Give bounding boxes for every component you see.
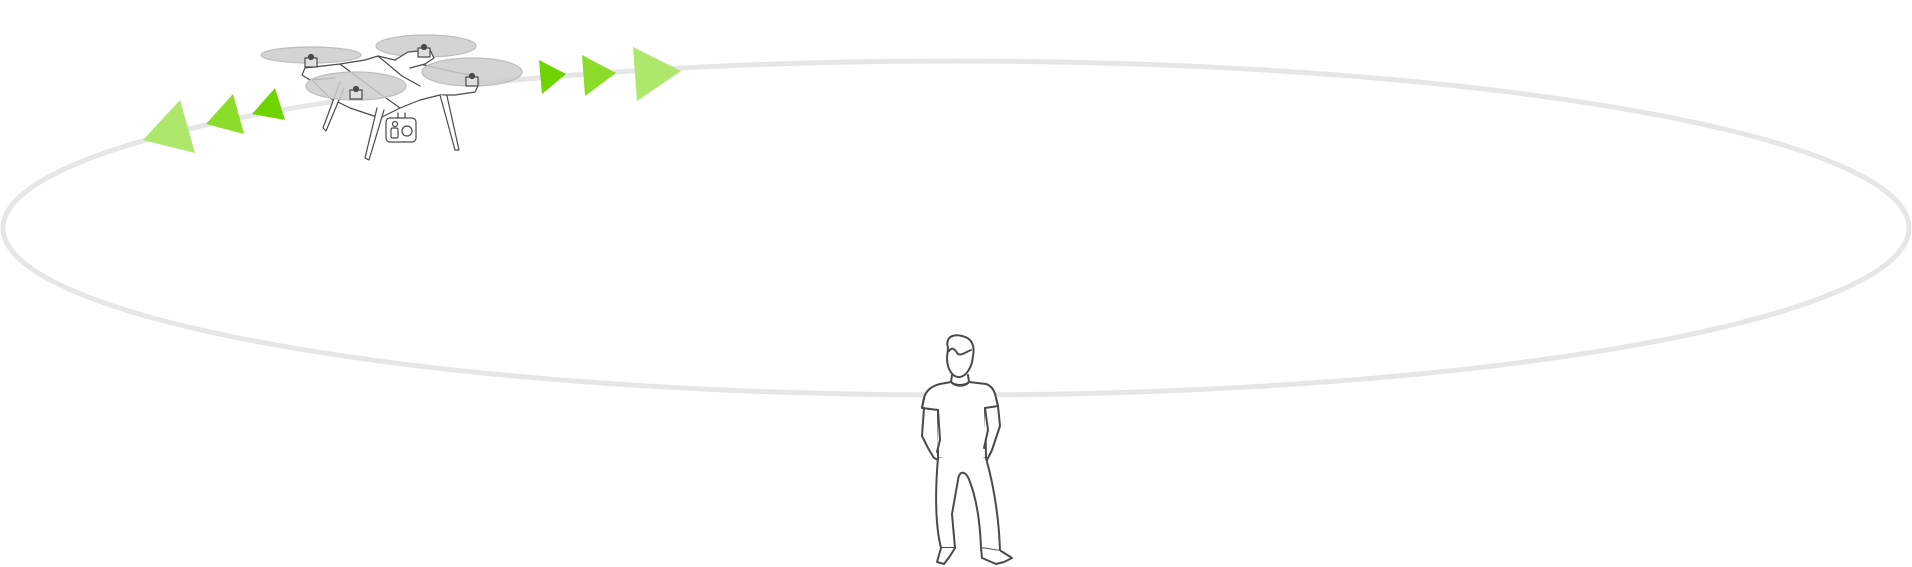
direction-arrow-icon [206, 94, 244, 134]
direction-arrows [143, 47, 681, 153]
direction-arrow-icon [539, 60, 566, 94]
direction-arrow-icon [143, 100, 195, 153]
quadcopter-drone-icon [260, 34, 523, 161]
direction-arrow-icon [582, 55, 616, 96]
direction-arrow-icon [252, 88, 285, 120]
direction-arrow-icon [633, 47, 681, 101]
standing-person-icon [921, 334, 1013, 565]
